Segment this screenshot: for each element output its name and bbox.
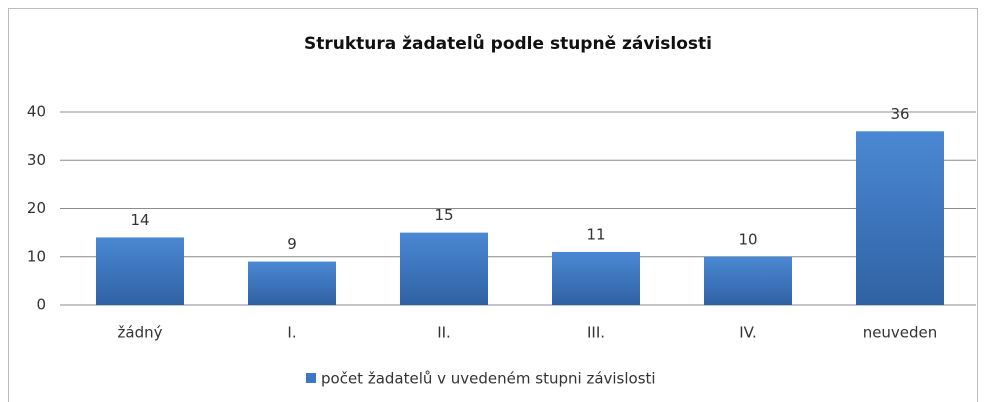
bar: [248, 261, 336, 305]
y-tick-label: 40: [27, 103, 46, 121]
data-label: 10: [738, 230, 757, 248]
data-label: 11: [586, 225, 605, 243]
chart-border: [8, 8, 978, 402]
bar: [96, 237, 184, 305]
x-tick-label: III.: [587, 324, 605, 342]
chart-title: Struktura žadatelů podle stupně závislos…: [304, 32, 712, 54]
bar: [704, 256, 792, 305]
data-label: 36: [890, 105, 909, 123]
x-tick-label: IV.: [739, 324, 757, 342]
bar: [552, 251, 640, 305]
bar: [856, 131, 944, 305]
data-label: 15: [434, 206, 453, 224]
x-tick-label: I.: [287, 324, 296, 342]
y-tick-label: 0: [36, 296, 46, 314]
y-tick-label: 20: [27, 199, 46, 217]
legend-swatch: [306, 373, 316, 383]
legend-label: počet žadatelů v uvedeném stupni závislo…: [321, 370, 656, 388]
x-tick-label: II.: [437, 324, 451, 342]
x-tick-label: neuveden: [863, 324, 938, 342]
y-tick-label: 10: [27, 247, 46, 265]
y-tick-label: 30: [27, 151, 46, 169]
bar: [400, 232, 488, 305]
x-tick-label: žádný: [118, 324, 163, 342]
data-label: 9: [287, 235, 297, 253]
data-label: 14: [130, 211, 149, 229]
